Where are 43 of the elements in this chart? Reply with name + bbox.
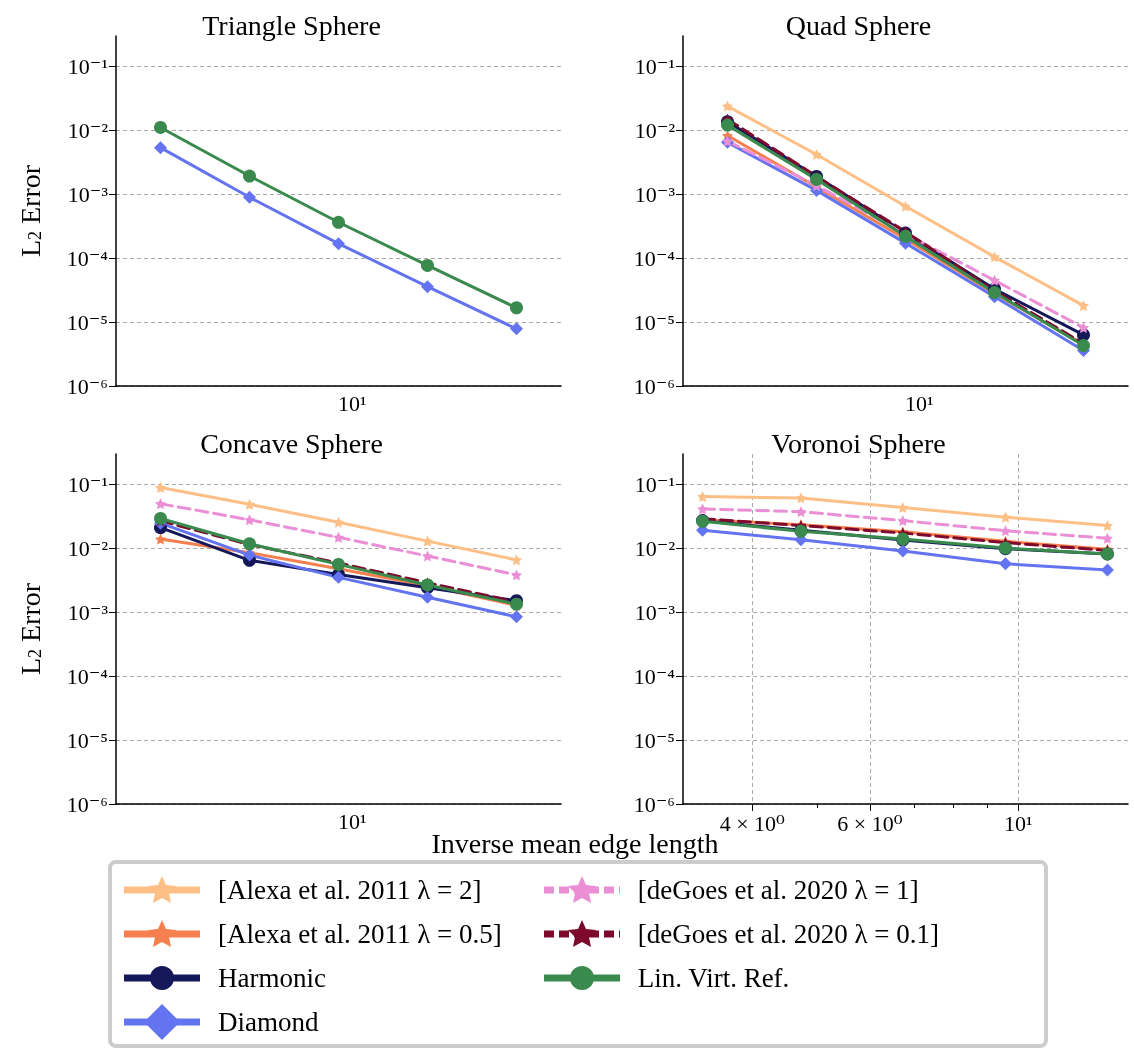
y-tick-label: 10⁻⁵ <box>66 309 108 335</box>
y-tick-label: 10⁻⁴ <box>633 245 676 271</box>
y-tick-label: 10⁻³ <box>67 181 109 207</box>
x-tick-label: 10¹ <box>1003 810 1033 836</box>
legend-label: [Alexa et al. 2011 λ = 2] <box>218 874 482 906</box>
y-tick-label: 10⁻⁵ <box>633 727 675 753</box>
y-tick-label: 10⁻² <box>67 535 109 561</box>
legend-label: [Alexa et al. 2011 λ = 0.5] <box>218 918 502 950</box>
y-tick-label: 10⁻² <box>67 117 109 143</box>
chart-title: Triangle Sphere <box>202 9 381 41</box>
y-tick-label: 10⁻⁴ <box>633 663 676 689</box>
text: 10¹ <box>904 390 934 416</box>
legend-label: Diamond <box>218 1006 319 1038</box>
y-axis-title: L2 Error <box>14 582 46 676</box>
y-tick-label: 10⁻⁶ <box>66 373 108 399</box>
y-tick-label: 10⁻¹ <box>67 471 108 497</box>
chart-title: Voronoi Sphere <box>771 427 946 459</box>
chart-title: Concave Sphere <box>200 427 383 459</box>
y-tick-label: 10⁻⁴ <box>66 663 109 689</box>
y-tick-label: 10⁻⁶ <box>66 791 108 817</box>
y-tick-label: 10⁻⁵ <box>66 727 108 753</box>
x-axis-title: Inverse mean edge length <box>431 828 719 859</box>
chart-title: Quad Sphere <box>785 9 932 41</box>
text: 10¹ <box>337 390 367 416</box>
y-tick-label: 10⁻³ <box>634 181 676 207</box>
legend-label: Harmonic <box>218 962 326 994</box>
y-tick-label: 10⁻¹ <box>634 53 675 79</box>
y-tick-label: 10⁻² <box>634 535 676 561</box>
y-tick-label: 10⁻⁵ <box>633 309 675 335</box>
y-tick-label: 10⁻¹ <box>67 53 108 79</box>
y-tick-label: 10⁻⁶ <box>633 373 675 399</box>
y-tick-label: 10⁻³ <box>634 599 676 625</box>
legend-label: [deGoes et al. 2020 λ = 0.1] <box>637 918 939 950</box>
y-tick-label: 10⁻² <box>634 117 676 143</box>
y-tick-label: 10⁻⁴ <box>66 245 109 271</box>
legend-label: Lin. Virt. Ref. <box>637 962 790 994</box>
y-tick-label: 10⁻³ <box>67 599 109 625</box>
y-axis-title: L2 Error <box>14 164 46 258</box>
legend-label: [deGoes et al. 2020 λ = 1] <box>637 874 919 906</box>
x-tick-label: 4 × 10⁰ <box>719 810 786 836</box>
y-tick-label: 10⁻⁶ <box>633 791 675 817</box>
x-tick-label: 6 × 10⁰ <box>837 810 903 836</box>
y-tick-label: 10⁻¹ <box>634 471 675 497</box>
